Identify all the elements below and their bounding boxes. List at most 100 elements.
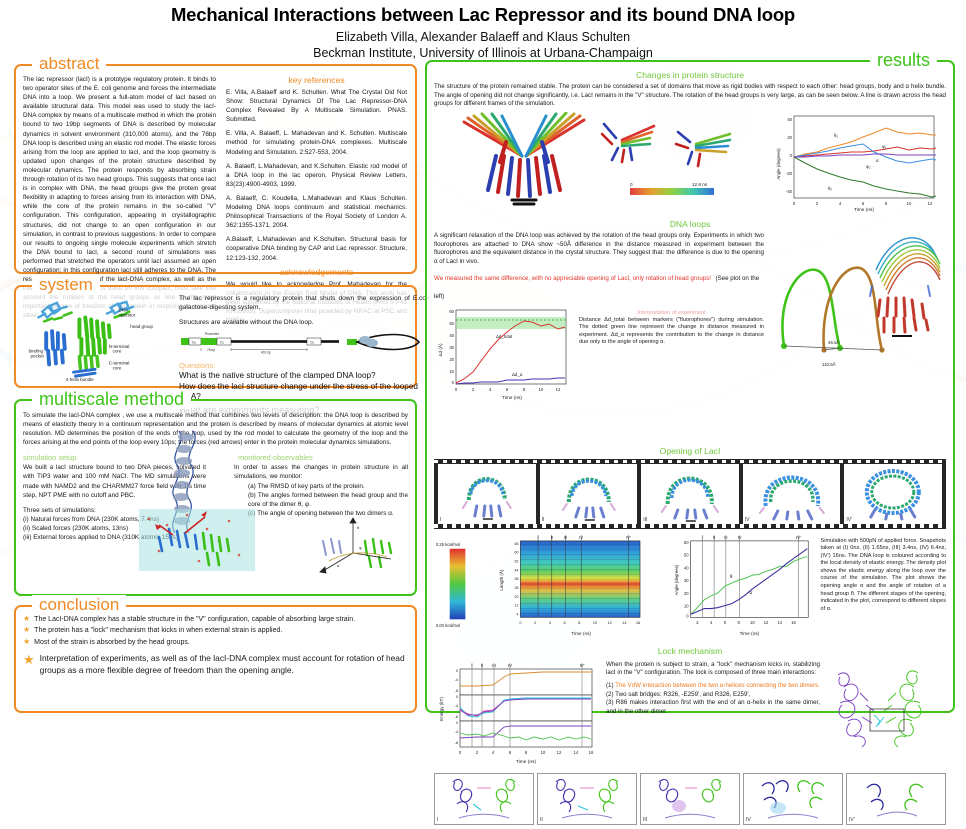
svg-text:IV': IV' (626, 535, 631, 540)
svg-text:4: 4 (492, 750, 495, 755)
protein-structure-overlay-figure: 0 12.8 ns (462, 112, 732, 206)
svg-text:2: 2 (534, 620, 536, 625)
reference-item: A.Balaeff, L.Mahadevan and K.Schulten. S… (226, 236, 407, 262)
filmstrip-cell: IV' (844, 463, 942, 524)
simulation-item: (iii) External forces applied to DNA (31… (23, 534, 178, 542)
multiscale-figure: θ φ α (139, 430, 393, 574)
svg-text:Δd_α: Δd_α (512, 372, 523, 377)
svg-text:Δd (Å): Δd (Å) (437, 343, 443, 356)
svg-text:16: 16 (636, 620, 640, 625)
interpretation-text: Distance Δd_total between markers ("fluo… (579, 316, 764, 346)
svg-text:6: 6 (509, 750, 512, 755)
loop-distance-2: 110.6Å (822, 362, 836, 367)
n-terminal-core-label: N-terminal (109, 344, 130, 349)
dna-operator-label: DNA (119, 308, 128, 313)
svg-text:20: 20 (514, 594, 518, 598)
lock-snapshot-label: IV' (849, 816, 855, 823)
svg-text:10: 10 (593, 620, 598, 625)
svg-text:30: 30 (684, 578, 689, 583)
svg-text:α: α (750, 591, 753, 596)
svg-text:20: 20 (684, 591, 689, 596)
svg-text:8: 8 (738, 620, 741, 625)
lock-snapshot-cell: II (537, 772, 637, 825)
lock-snapshot-label: II (540, 816, 543, 823)
svg-text:α: α (876, 158, 879, 163)
svg-text:IV': IV' (580, 663, 585, 668)
svg-text:14: 14 (622, 620, 627, 625)
svg-text:O₁: O₁ (220, 340, 225, 344)
svg-text:θ₁: θ₁ (834, 133, 838, 138)
svg-text:IV: IV (738, 535, 742, 540)
svg-text:4: 4 (516, 612, 518, 616)
lock-item: (2) Two salt bridges: R326, -E259', and … (606, 691, 820, 700)
star-icon: ★ (23, 636, 31, 646)
svg-text:IV': IV' (797, 535, 802, 540)
svg-text:0: 0 (459, 750, 462, 755)
svg-text:30: 30 (449, 345, 454, 350)
filmstrip-cell: IV (742, 463, 841, 524)
abstract-text-column: The lac repressor (lacI) is a prototype … (23, 75, 216, 319)
questions-label: Questions: (179, 361, 216, 371)
svg-text:φ: φ (359, 545, 362, 550)
method-left-column: simulation setup We built a lacI structu… (23, 449, 206, 542)
conclusion-title: conclusion (32, 595, 127, 615)
svg-text:0: 0 (456, 695, 458, 699)
svg-text:6: 6 (862, 201, 865, 206)
interpretation-title: Interpretation of experiment (637, 309, 706, 316)
svg-text:2: 2 (816, 201, 819, 206)
filmstrip-label: III (643, 516, 648, 523)
lock-protein-figure (837, 670, 922, 748)
star-icon: ★ (23, 625, 31, 635)
svg-text:-8: -8 (455, 741, 458, 745)
svg-text:IV: IV (579, 535, 583, 540)
svg-text:-4: -4 (455, 678, 458, 682)
observable-item: (b) The angles formed between the head g… (248, 491, 408, 508)
conclusion-panel: conclusion ★ The LacI-DNA complex has a … (14, 595, 417, 713)
energy-colorbar-min: 0.00 kcal/mol (436, 623, 460, 628)
svg-text:O₃: O₃ (192, 340, 197, 344)
head-group-angle-chart: Angle (degrees) Time (ns) 40 20 0 -20 -40 0… (776, 115, 937, 213)
question-1: What is the native structure of the clam… (179, 371, 376, 381)
c-terminal-core-label: C-terminal (109, 360, 130, 365)
loop-distance-1: 46.5Å (828, 340, 840, 345)
method-intro: To simulate the lacI-DNA complex , we us… (23, 412, 408, 447)
conclusion-bullet: ★ The protein has a "lock" mechanism tha… (23, 626, 408, 635)
references-column: key references E. Villa, A.Balaeff and K… (226, 75, 407, 324)
svg-text:Time (ns): Time (ns) (502, 395, 522, 401)
elastic-energy-colorbar: 0.25 kcal/mol 0.00 kcal/mol (436, 542, 466, 628)
svg-text:-20: -20 (786, 171, 793, 176)
affiliation: Beckman Institute, University of Illinoi… (313, 46, 653, 60)
lock-snapshot-cell: III (640, 772, 740, 825)
opening-angle-chart: I II III IV IV' Angle (degrees) Time (ns) 60… (674, 535, 809, 636)
monitored-observables-title: monitored observables (238, 453, 313, 463)
lac-operon-diagram: Promoter O₃ O₁ O₂ 76 bp 401 bp (179, 330, 429, 361)
svg-text:Time (ns): Time (ns) (516, 759, 536, 765)
svg-text:0: 0 (519, 620, 522, 625)
svg-text:O₂: O₂ (310, 340, 315, 344)
lock-text: When the protein is subject to strain, a… (606, 660, 820, 677)
svg-text:50: 50 (449, 321, 454, 326)
svg-text:8: 8 (578, 620, 580, 625)
star-icon: ★ (23, 652, 35, 668)
svg-text:20: 20 (449, 357, 454, 362)
conclusion-bullet: ★ The LacI-DNA complex has a stable stru… (23, 614, 408, 624)
svg-text:0: 0 (452, 380, 455, 385)
system-note: Structures are available without the DNA… (179, 318, 314, 326)
svg-text:6: 6 (563, 620, 565, 625)
svg-text:III: III (564, 535, 567, 540)
filmstrip-cell: III (641, 463, 739, 524)
key-references-title: key references (288, 75, 345, 85)
lock-item-text: R86 makes interaction first with the end… (606, 699, 820, 716)
filmstrip-cell: I (438, 463, 536, 524)
dna-loops-text: A significant relaxation of the DNA loop… (434, 232, 764, 266)
lock-energy-chart: I II III IV IV' Energy (kT) Time (ns) 0-4-8 … (439, 662, 594, 765)
lock-snapshot-cell: IV (743, 772, 843, 825)
opening-caption: Simulation with 500pN of applied force. … (820, 537, 946, 612)
dna-loop-comparison-figure: 46.5Å 110.6Å (781, 237, 941, 367)
svg-text:6: 6 (506, 387, 509, 392)
svg-text:Length (Å): Length (Å) (498, 569, 504, 591)
svg-text:0: 0 (456, 669, 458, 673)
protein-structure-section-title: Changes in protein structure (636, 70, 744, 80)
svg-text:Δd_total: Δd_total (496, 334, 512, 339)
svg-text:8: 8 (523, 387, 526, 392)
